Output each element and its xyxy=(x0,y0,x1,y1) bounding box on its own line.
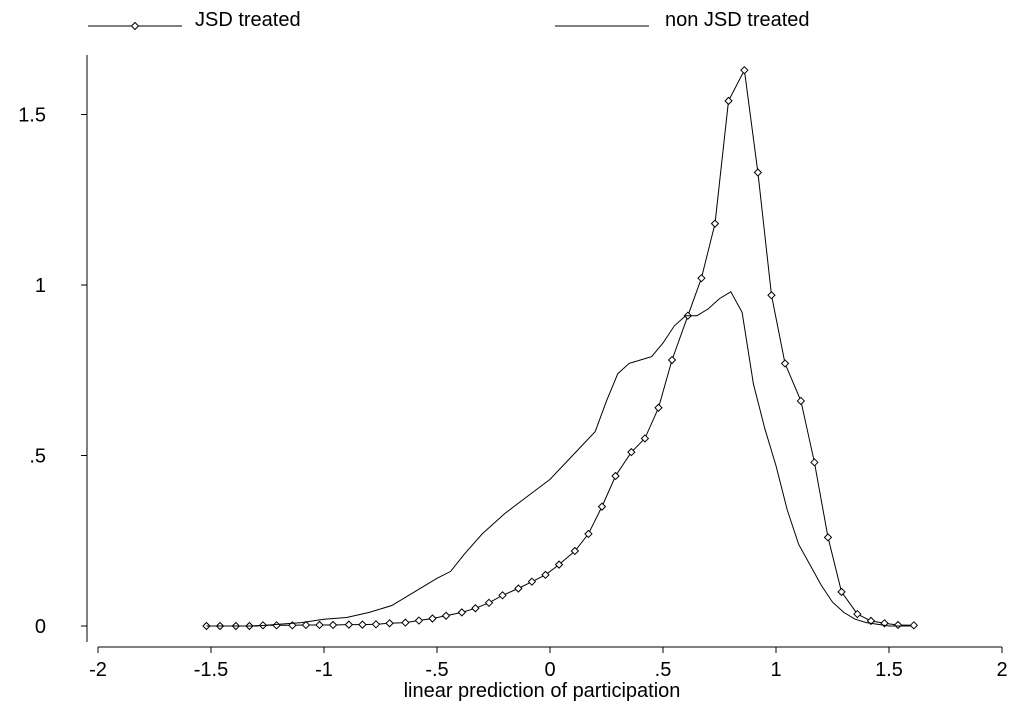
y-tick-label: 1 xyxy=(35,275,46,297)
data-point-diamond xyxy=(344,620,354,629)
data-point-diamond xyxy=(697,273,706,283)
data-point-diamond xyxy=(740,65,749,75)
series-2 xyxy=(206,291,912,627)
legend: JSD treated non JSD treated xyxy=(88,9,810,31)
x-tick-label: 1 xyxy=(770,659,781,681)
legend-label: JSD treated xyxy=(195,9,301,31)
data-point-diamond xyxy=(315,620,324,630)
data-point-diamond xyxy=(597,502,607,511)
data-point-diamond xyxy=(570,546,580,556)
data-point-diamond xyxy=(457,608,467,617)
data-point-diamond xyxy=(514,584,523,593)
data-point-diamond xyxy=(753,168,763,177)
data-point-diamond xyxy=(441,611,451,620)
data-point-diamond xyxy=(401,618,410,627)
data-point-diamond xyxy=(328,620,338,630)
data-point-diamond xyxy=(554,560,564,569)
data-point-diamond xyxy=(627,447,636,457)
data-point-diamond xyxy=(385,619,394,628)
legend-label: non JSD treated xyxy=(665,9,810,31)
x-axis-title: linear prediction of participation xyxy=(404,680,681,702)
x-tick-label: 2 xyxy=(996,659,1007,681)
series xyxy=(202,65,919,631)
data-point-diamond xyxy=(780,359,790,368)
series-line xyxy=(206,291,912,627)
data-point-diamond xyxy=(202,621,211,631)
data-point-diamond xyxy=(853,609,862,619)
data-point-diamond xyxy=(471,604,480,613)
x-tick-label: .5 xyxy=(655,659,672,681)
x-tick-label: -1 xyxy=(315,659,333,681)
data-point-diamond xyxy=(837,587,846,597)
data-point-diamond xyxy=(272,621,281,630)
data-point-diamond xyxy=(371,620,381,629)
x-tick-label: -.5 xyxy=(425,659,448,681)
data-point-diamond xyxy=(414,616,424,625)
legend-entry-2: non JSD treated xyxy=(555,9,810,31)
data-point-diamond xyxy=(527,577,537,586)
series-1 xyxy=(202,65,919,631)
y-tick-label: 0 xyxy=(35,616,46,638)
data-point-diamond xyxy=(823,533,833,542)
y-tick-label: .5 xyxy=(29,446,46,468)
data-point-diamond xyxy=(498,591,507,600)
data-point-diamond xyxy=(909,621,919,630)
data-point-diamond xyxy=(796,396,806,406)
data-point-diamond xyxy=(810,458,819,467)
data-point-diamond xyxy=(667,355,677,365)
series-line xyxy=(206,68,914,627)
data-point-diamond xyxy=(640,434,650,443)
data-point-diamond xyxy=(654,403,663,412)
data-point-diamond xyxy=(724,96,733,106)
x-tick-label: -2 xyxy=(89,659,107,681)
x-tick-label: -1.5 xyxy=(194,659,228,681)
legend-entry-1: JSD treated xyxy=(88,9,301,31)
data-point-diamond xyxy=(484,598,494,608)
data-point-diamond xyxy=(301,620,311,630)
data-point-diamond xyxy=(358,620,367,629)
data-point-diamond xyxy=(541,570,550,580)
x-tick-label: 0 xyxy=(544,659,555,681)
data-point-diamond xyxy=(767,291,776,300)
y-tick-label: 1.5 xyxy=(18,105,46,127)
axes xyxy=(86,55,1002,648)
x-tick-label: 1.5 xyxy=(875,659,903,681)
data-point-diamond xyxy=(130,21,140,31)
data-point-diamond xyxy=(611,471,620,481)
data-point-diamond xyxy=(428,614,437,623)
data-point-diamond xyxy=(584,529,593,539)
ticks: -2 -1.5 -1 -.5 0 .5 1 1.5 2 0 .5 1 1.5 xyxy=(18,105,1007,682)
data-point-diamond xyxy=(893,620,903,630)
data-point-diamond xyxy=(710,219,720,228)
